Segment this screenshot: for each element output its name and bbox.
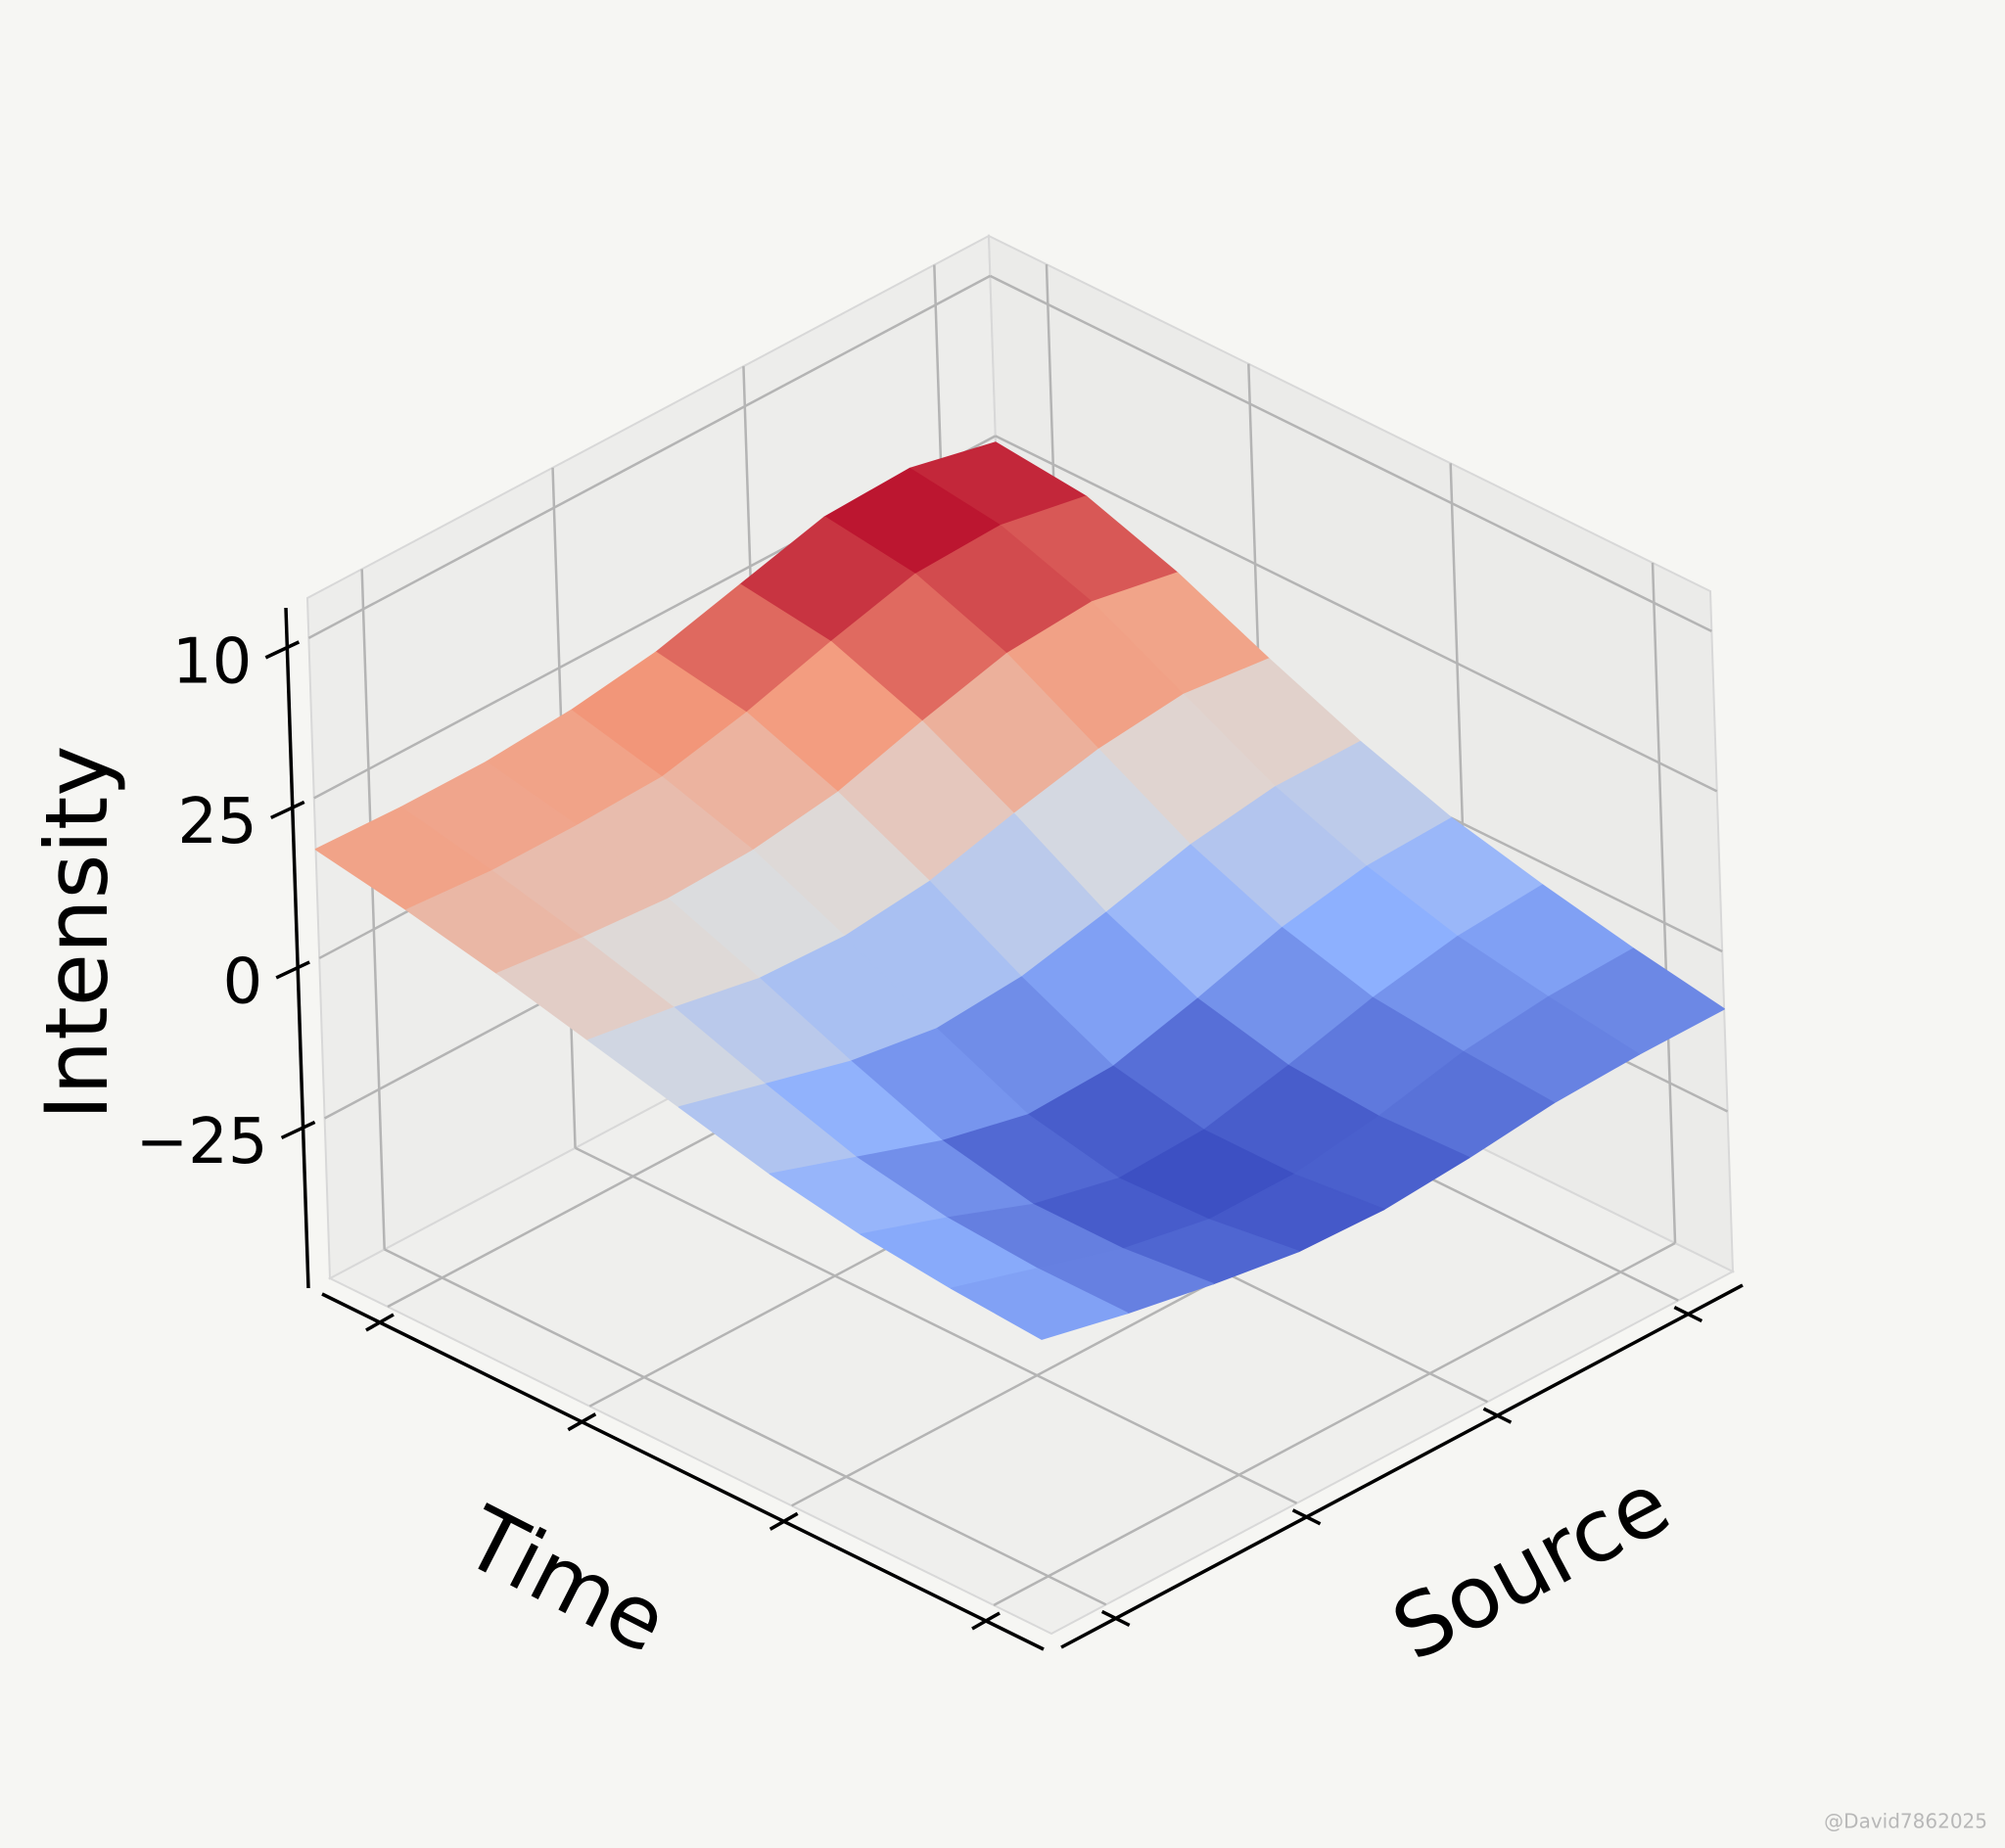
grid-line: [384, 1248, 1107, 1606]
tick-mark: [1100, 1609, 1131, 1627]
grid-line: [307, 274, 991, 639]
z-tick-label: −25: [136, 1106, 268, 1178]
axes: 10 25 0 −25: [136, 607, 1744, 1651]
x-axis-line: [321, 1292, 1045, 1651]
y-axis-line: [1060, 1283, 1744, 1649]
grid-line: [575, 1146, 1298, 1504]
surface-cell: [950, 1268, 1129, 1340]
z-axis-line: [284, 607, 310, 1289]
watermark: @David7862025: [1824, 1810, 1987, 1833]
tick-mark: [1673, 1306, 1703, 1323]
tick-mark: [1291, 1508, 1322, 1526]
tick-mark: [365, 1313, 395, 1332]
z-tick-label: 25: [177, 786, 256, 858]
z-axis-label: Intensity: [26, 745, 127, 1120]
tick-mark: [270, 800, 305, 819]
grid-line: [995, 435, 1718, 793]
z-tick-label: 10: [172, 625, 252, 698]
surface: [314, 441, 1725, 1340]
tick-mark: [280, 1120, 316, 1140]
tick-mark: [769, 1511, 799, 1531]
grid-line: [360, 569, 386, 1250]
tick-mark: [275, 960, 310, 980]
tick-mark: [264, 640, 301, 660]
z-tick-label: 0: [222, 947, 262, 1019]
grid-line: [993, 1241, 1676, 1607]
tick-mark: [1482, 1407, 1513, 1424]
tick-mark: [567, 1412, 597, 1432]
grid-line: [989, 274, 1712, 633]
grid-line: [1651, 562, 1677, 1244]
tick-mark: [971, 1611, 1001, 1631]
